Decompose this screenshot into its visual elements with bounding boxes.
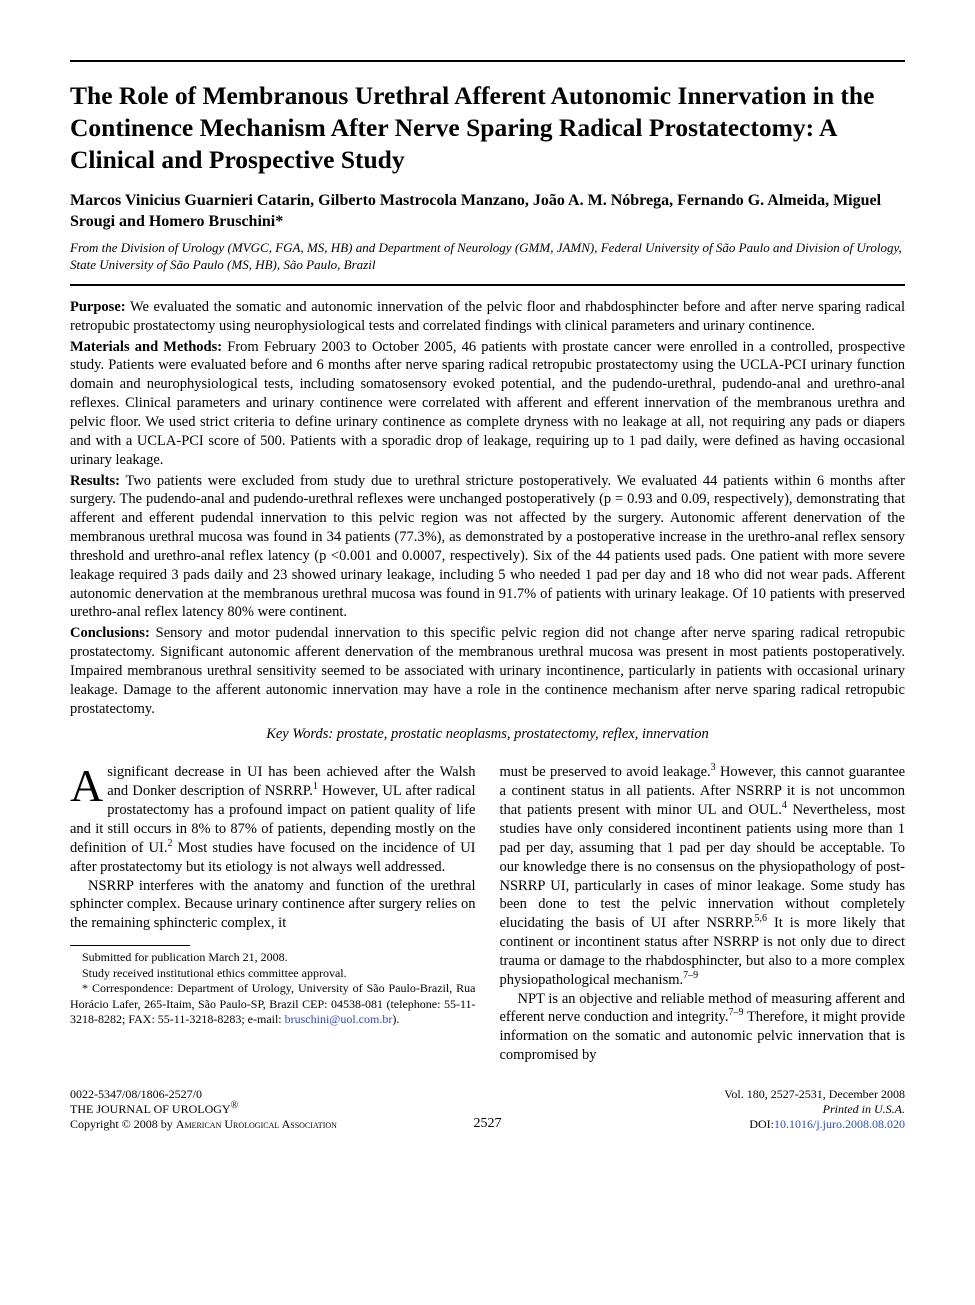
ref-7-9a: 7–9 [683,970,698,981]
ref-56: 5,6 [754,913,767,924]
footnotes: Submitted for publication March 21, 2008… [70,950,476,1028]
footer-printed-i: Printed in U.S.A. [823,1102,905,1116]
cp-a: Copyright © 2008 by [70,1117,176,1131]
author-list: Marcos Vinicius Guarnieri Catarin, Gilbe… [70,190,905,233]
page-footer: 0022-5347/08/1806-2527/0 THE JOURNAL OF … [70,1087,905,1132]
doi-label: DOI: [749,1117,774,1131]
conclusions-label: Conclusions: [70,625,150,641]
p2a-post: must be preserved to avoid leakage. [500,764,711,780]
footnote-rule [70,945,190,946]
footer-issn: 0022-5347/08/1806-2527/0 [70,1087,387,1102]
results-text: Two patients were excluded from study du… [70,473,905,621]
body-columns: Asignificant decrease in UI has been ach… [70,763,905,1065]
affiliation: From the Division of Urology (MVGC, FGA,… [70,239,905,274]
body-p3: NPT is an objective and reliable method … [500,990,906,1065]
fj-reg: ® [231,1100,239,1111]
fj-b: HE [77,1102,96,1116]
cp-b: American Urological Association [176,1117,337,1131]
column-1-block: Asignificant decrease in UI has been ach… [70,763,476,1028]
p2a-pre: NSRRP interferes with the anatomy and fu… [70,878,476,932]
body-p2-part2: must be preserved to avoid leakage.3 How… [500,763,906,989]
footer-copyright: Copyright © 2008 by American Urological … [70,1117,387,1132]
authors-text: Marcos Vinicius Guarnieri Catarin, Gilbe… [70,192,881,231]
footer-page-number: 2527 [474,1116,502,1132]
correspondence-email-link[interactable]: bruschini@uol.com.br [285,1012,393,1026]
footnote-3: * Correspondence: Department of Urology,… [70,981,476,1028]
materials-label: Materials and Methods: [70,339,222,355]
ref-7-9b: 7–9 [729,1008,744,1019]
fj-d: OURNAL OF [101,1102,172,1116]
footer-left: 0022-5347/08/1806-2527/0 THE JOURNAL OF … [70,1087,387,1132]
footer-vol: Vol. 180, 2527-2531, December 2008 [588,1087,905,1102]
abstract: Purpose: We evaluated the somatic and au… [70,298,905,719]
top-rule [70,60,905,62]
page: The Role of Membranous Urethral Afferent… [0,0,975,1162]
keywords: Key Words: prostate, prostatic neoplasms… [70,726,905,743]
purpose-label: Purpose: [70,299,126,315]
abstract-purpose: Purpose: We evaluated the somatic and au… [70,298,905,336]
article-title: The Role of Membranous Urethral Afferent… [70,80,905,176]
doi-link[interactable]: 10.1016/j.juro.2008.08.020 [774,1117,905,1131]
footer-right: Vol. 180, 2527-2531, December 2008 Print… [588,1087,905,1132]
abstract-conclusions: Conclusions: Sensory and motor pudendal … [70,624,905,718]
fn3b: ). [392,1012,399,1026]
abstract-results: Results: Two patients were excluded from… [70,472,905,623]
footnote-1: Submitted for publication March 21, 2008… [70,950,476,966]
conclusions-text: Sensory and motor pudendal innervation t… [70,625,905,716]
materials-text: From February 2003 to October 2005, 46 p… [70,339,905,468]
footer-printed: Printed in U.S.A. [588,1102,905,1117]
results-label: Results: [70,473,120,489]
body-p1: Asignificant decrease in UI has been ach… [70,763,476,876]
fj-f: ROLOGY [181,1102,231,1116]
purpose-text: We evaluated the somatic and autonomic i… [70,299,905,334]
p2c: Nevertheless, most studies have only con… [500,802,906,931]
footer-doi: DOI:10.1016/j.juro.2008.08.020 [588,1117,905,1132]
footer-journal: THE JOURNAL OF UROLOGY® [70,1102,387,1117]
fj-e: U [172,1102,181,1116]
body-p2-part1: NSRRP interferes with the anatomy and fu… [70,877,476,934]
footnote-2: Study received institutional ethics comm… [70,966,476,982]
mid-rule [70,284,905,286]
abstract-materials: Materials and Methods: From February 200… [70,338,905,470]
fn3a: * Correspondence: Department of Urology,… [70,981,476,1026]
